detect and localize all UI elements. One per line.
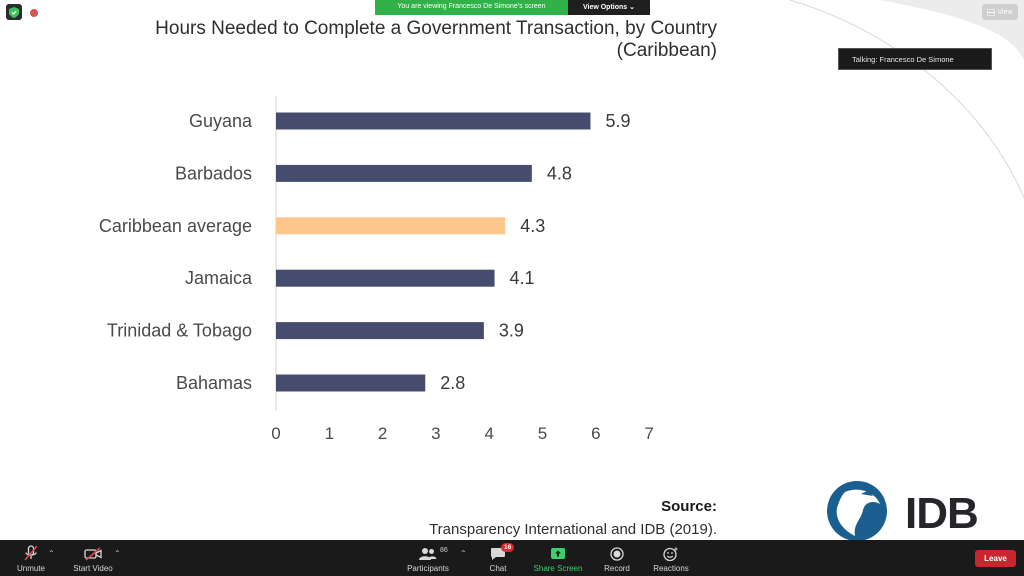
bar [276,269,495,287]
participants-count: 86 [440,547,448,554]
shield-icon[interactable] [6,4,22,20]
view-options-label: View Options [582,4,628,11]
recording-dot-icon [30,9,38,17]
value-label: 5.9 [605,111,630,131]
start-video-label: Start Video [73,564,113,573]
meeting-toolbar: Unmute ⌃ Start Video ⌃ Participants 86 ⌃ [0,540,1024,576]
bar [276,322,484,340]
talking-indicator: Talking: Francesco De Simone [838,48,992,70]
participants-label: Participants [407,564,449,573]
unmute-label: Unmute [16,564,45,573]
participants-button[interactable]: Participants [404,540,452,576]
share-screen-button[interactable]: Share Screen [530,540,586,576]
source-text: Transparency International and IDB (2019… [429,521,717,538]
source-label: Source: [661,498,717,515]
x-tick-label: 1 [325,424,334,443]
bar [276,374,426,392]
idb-logo: IDB [827,481,979,541]
x-tick-label: 5 [538,424,547,443]
bar [276,112,591,130]
value-label: 4.3 [520,216,545,236]
bar-chart: Guyana 5.9 Barbados 4.8 Caribbean average 4.3… [99,96,654,443]
unmute-button[interactable]: Unmute [14,540,48,576]
x-tick-label: 2 [378,424,387,443]
value-label: 4.1 [510,268,535,288]
chat-label: Chat [489,564,507,573]
x-tick-label: 6 [591,424,600,443]
category-label: Bahamas [176,373,252,393]
category-label: Trinidad & Tobago [107,321,252,341]
value-label: 2.8 [440,373,465,393]
record-button[interactable]: Record [600,540,634,576]
reactions-button[interactable]: Reactions [650,540,692,576]
share-screen-icon [551,548,565,559]
participants-icon [419,548,437,560]
reactions-label: Reactions [653,564,689,573]
chart-title: Hours Needed to Complete a Government Tr… [155,18,717,61]
screen-share-banner: You are viewing Francesco De Simone's sc… [375,0,650,15]
start-video-button[interactable]: Start Video [70,540,116,576]
category-label: Caribbean average [99,216,252,236]
bar [276,217,506,235]
bar [276,164,532,182]
chat-icon [491,548,505,560]
x-tick-label: 3 [431,424,440,443]
category-label: Guyana [189,111,253,131]
x-tick-label: 0 [271,424,280,443]
record-icon [610,547,624,561]
chat-button[interactable]: Chat [484,540,512,576]
view-options-button[interactable]: View Options ⌄ [568,0,650,15]
microphone-muted-icon [24,545,38,561]
chat-unread-badge: 16 [501,543,515,552]
video-off-icon [84,547,102,561]
view-button[interactable]: View [982,4,1018,20]
category-label: Barbados [175,163,252,183]
video-options-caret-icon[interactable]: ⌃ [114,549,121,558]
value-label: 4.8 [547,163,572,183]
x-tick-label: 4 [484,424,493,443]
chevron-down-icon: ⌄ [629,4,636,11]
share-screen-label: Share Screen [533,564,583,573]
x-tick-label: 7 [644,424,653,443]
participants-caret-icon[interactable]: ⌃ [460,549,467,558]
grid-view-icon [987,8,996,16]
leave-button[interactable]: Leave [975,550,1016,567]
view-button-label: View [997,8,1013,16]
record-label: Record [604,564,630,573]
audio-options-caret-icon[interactable]: ⌃ [48,549,55,558]
viewing-screen-text: You are viewing Francesco De Simone's sc… [375,0,568,15]
category-label: Jamaica [185,268,253,288]
reactions-icon [663,547,678,561]
value-label: 3.9 [499,321,524,341]
logo-text: IDB [905,489,978,538]
